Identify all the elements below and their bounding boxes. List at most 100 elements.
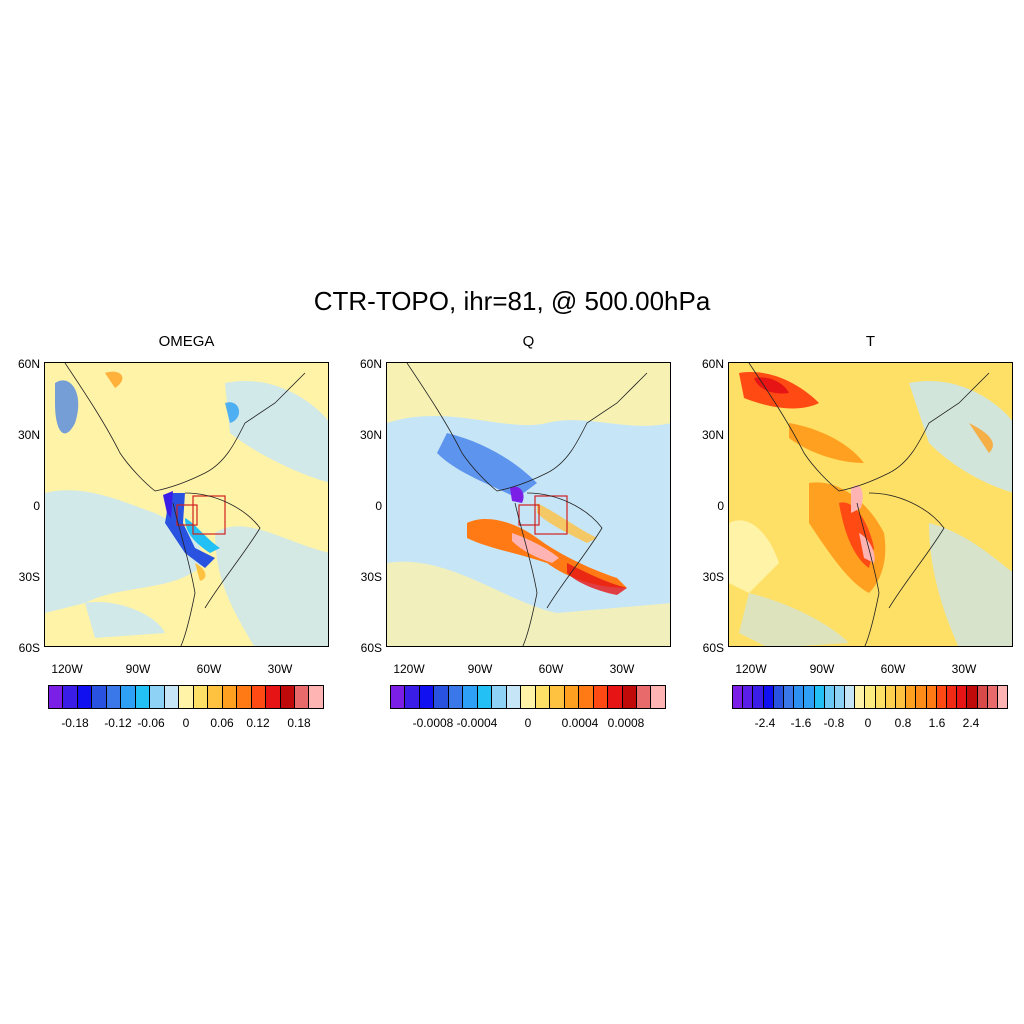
colorbar-label: -2.4 [754,716,776,730]
colorbar-swatch [783,686,795,708]
map-t [728,362,1013,647]
colorbar-swatch [967,686,978,708]
lon-label-90w-p3: 90W [809,662,835,676]
lat-label-eq-p3: 0 [717,499,724,513]
lat-label-30n-p2: 30N [359,428,382,442]
colorbar-swatch [550,686,565,708]
colorbar-swatch [977,686,988,708]
colorbar-label: 0.18 [287,716,311,730]
colorbar-label: -0.18 [61,716,89,730]
colorbar-swatch [824,686,835,708]
lat-label-30s-p1: 30S [18,570,40,584]
lat-label-eq-p2: 0 [375,499,382,513]
map-q [386,362,671,647]
colorbar-swatch [77,686,93,708]
colorbar-swatch [294,686,310,708]
colorbar-swatch [753,686,764,708]
colorbar-swatch [743,686,754,708]
lon-label-30w-p3: 30W [951,662,977,676]
colorbar-swatch [636,686,652,708]
colorbar-swatch [622,686,637,708]
colorbar-swatch [391,686,406,708]
colorbar-label: 0 [182,716,190,730]
colorbar-swatch [179,686,194,708]
colorbar-label: -1.6 [790,716,812,730]
colorbar-label: 0.12 [246,716,270,730]
colorbar-swatch [135,686,151,708]
colorbar-swatch [773,686,784,708]
lon-label-90w-p1: 90W [125,662,151,676]
colorbar-swatch [957,686,968,708]
panel-title-t: T [865,333,876,350]
colorbar-label: 0 [864,716,872,730]
colorbar-swatch [506,686,522,708]
colorbar-swatch [946,686,958,708]
lat-label-30n-p1: 30N [17,428,40,442]
lat-label-60n-p2: 60N [359,357,382,371]
colorbar-label: -0.12 [104,716,132,730]
colorbar-swatch [763,686,774,708]
lon-label-120w-p1: 120W [51,662,83,676]
colorbar-swatch [865,686,876,708]
colorbar-swatch [164,686,180,708]
colorbar-swatch [434,686,449,708]
colorbar-swatch [608,686,623,708]
colorbar-swatch [521,686,536,708]
colorbar-swatch [593,686,609,708]
colorbar-swatch [916,686,927,708]
colorbar-label: 1.6 [928,716,946,730]
colorbar-swatch [535,686,551,708]
colorbar-swatch [492,686,507,708]
colorbar-swatch [875,686,886,708]
colorbar-label: -0.0004 [456,716,498,730]
colorbar-label: 2.4 [962,716,980,730]
colorbar-swatch [564,686,580,708]
colorbar-label: -0.0008 [412,716,454,730]
lon-label-120w-p2: 120W [393,662,425,676]
colorbar-swatch [926,686,937,708]
map-t-field [729,363,1012,646]
colorbar-swatch [63,686,78,708]
colorbar-omega [48,685,324,709]
colorbar-swatch [845,686,856,708]
colorbar-swatch [463,686,478,708]
colorbar-swatch [855,686,866,708]
lon-label-60w-p2: 60W [538,662,564,676]
colorbar-swatch [987,686,998,708]
colorbar-swatch [579,686,594,708]
colorbar-swatch [106,686,122,708]
lat-label-60n-p1: 60N [17,357,40,371]
colorbar-swatch [936,686,947,708]
lon-label-30w-p2: 30W [609,662,635,676]
colorbar-swatch [193,686,209,708]
colorbar-label: 0.8 [894,716,912,730]
lat-label-eq-p1: 0 [33,499,40,513]
colorbar-swatch [804,686,815,708]
lon-label-60w-p1: 60W [196,662,222,676]
colorbar-swatch [121,686,136,708]
colorbar-label: -0.8 [823,716,845,730]
colorbar-swatch [733,686,744,708]
panel-title-omega: OMEGA [158,333,215,350]
colorbar-swatch [997,686,1008,708]
colorbar-label: 0 [524,716,532,730]
colorbar-swatch [651,686,665,708]
lat-label-60s-p2: 60S [360,641,382,655]
lat-label-30n-p3: 30N [701,428,724,442]
colorbar-swatch [477,686,493,708]
colorbar-swatch [448,686,464,708]
lat-label-30s-p2: 30S [360,570,382,584]
colorbar-swatch [222,686,238,708]
colorbar-swatch [814,686,825,708]
colorbar-swatch [309,686,323,708]
colorbar-swatch [794,686,805,708]
colorbar-t [732,685,1008,709]
colorbar-label: -0.06 [137,716,165,730]
figure-title: CTR-TOPO, ihr=81, @ 500.00hPa [313,286,711,316]
colorbar-swatch [266,686,281,708]
colorbar-swatch [885,686,896,708]
colorbar-swatch [237,686,252,708]
colorbar-swatch [150,686,165,708]
lat-label-60s-p3: 60S [702,641,724,655]
colorbar-swatch [280,686,295,708]
